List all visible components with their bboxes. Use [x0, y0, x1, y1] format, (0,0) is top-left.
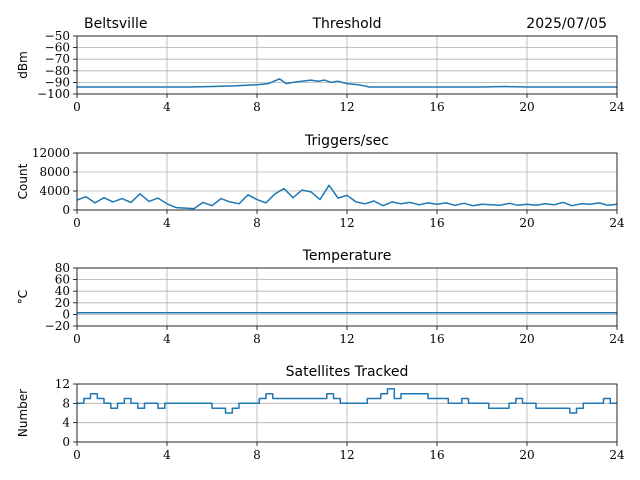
- temperature-x-tick-label: 12: [339, 332, 354, 346]
- satellites-x-tick-label: 16: [429, 448, 444, 462]
- temperature-y-tick-label: 0: [62, 307, 70, 321]
- temperature-y-tick-label: 60: [55, 273, 70, 287]
- threshold-x-tick-label: 4: [163, 100, 171, 114]
- triggers-x-tick-label: 0: [73, 216, 81, 230]
- triggers-y-tick-label: 0: [62, 203, 70, 217]
- temperature-x-tick-label: 0: [73, 332, 81, 346]
- threshold-y-tick-label: −70: [45, 52, 70, 66]
- threshold-y-tick-label: −100: [37, 87, 70, 101]
- satellites-x-tick-label: 24: [609, 448, 625, 462]
- threshold-y-axis-label: dBm: [16, 51, 30, 79]
- threshold-panel: 0 4 8 12 16 20 24 −100−90−80−70−60−50 Threshold d…: [16, 16, 625, 114]
- temperature-x-tick-label: 24: [609, 332, 625, 346]
- satellites-y-tick-label: 8: [62, 396, 70, 410]
- date-label: 2025/07/05: [526, 16, 607, 32]
- satellites-x-tick-label: 4: [163, 448, 171, 462]
- triggers-y-tick-label: 8000: [39, 165, 70, 179]
- triggers-x-tick-label: 12: [339, 216, 354, 230]
- triggers-y-tick-label: 12000: [32, 146, 70, 160]
- satellites-x-tick-label: 12: [339, 448, 354, 462]
- satellites-y-tick-label: 0: [62, 435, 70, 449]
- threshold-y-tick-label: −60: [45, 41, 70, 55]
- satellites-y-tick-label: 4: [62, 416, 70, 430]
- temperature-y-tick-label: 20: [55, 296, 70, 310]
- temperature-x-tick-label: 16: [429, 332, 444, 346]
- threshold-x-tick-label: 16: [429, 100, 444, 114]
- satellites-y-axis-label: Number: [16, 389, 30, 437]
- threshold-x-tick-label: 0: [73, 100, 81, 114]
- triggers-x-tick-label: 20: [519, 216, 534, 230]
- threshold-y-tick-label: −50: [45, 29, 70, 43]
- triggers-series-line: [76, 184, 618, 210]
- satellites-title: Satellites Tracked: [286, 364, 409, 380]
- temperature-title: Temperature: [302, 248, 392, 264]
- threshold-title: Threshold: [312, 16, 382, 32]
- satellites-series-line: [77, 388, 617, 414]
- temperature-y-tick-label: 80: [55, 261, 70, 275]
- threshold-y-tick-label: −90: [45, 75, 70, 89]
- satellites-x-tick-label: 0: [73, 448, 81, 462]
- threshold-x-tick-label: 8: [253, 100, 261, 114]
- temperature-y-tick-label: 40: [55, 284, 70, 298]
- station-label: Beltsville: [84, 16, 147, 32]
- triggers-y-tick-label: 4000: [39, 184, 70, 198]
- threshold-x-tick-label: 20: [519, 100, 534, 114]
- threshold-y-tick-label: −80: [45, 64, 70, 78]
- temperature-x-tick-label: 4: [163, 332, 171, 346]
- threshold-x-tick-label: 24: [609, 100, 625, 114]
- temperature-x-tick-label: 20: [519, 332, 534, 346]
- triggers-x-tick-label: 8: [253, 216, 261, 230]
- triggers-panel: 0 4 8 12 16 20 24 0 4000 8000 12000 Triggers/sec Cou…: [16, 133, 625, 230]
- satellites-x-tick-label: 8: [253, 448, 261, 462]
- chart-panels: 0 4 8 12 16 20 24 −100−90−80−70−60−50 Threshold d…: [16, 16, 625, 462]
- satellites-panel: 0 4 8 12 16 20 24 0 4 8 12 Satellites Tracked Number: [16, 364, 625, 462]
- triggers-x-tick-label: 16: [429, 216, 444, 230]
- triggers-x-tick-label: 4: [163, 216, 171, 230]
- temperature-y-axis-label: °C: [16, 290, 30, 304]
- threshold-series-line: [77, 78, 617, 88]
- threshold-x-tick-label: 12: [339, 100, 354, 114]
- satellites-y-tick-label: 12: [55, 377, 70, 391]
- temperature-y-tick-label: −20: [45, 319, 70, 333]
- triggers-title: Triggers/sec: [304, 133, 389, 149]
- triggers-x-tick-label: 24: [609, 216, 625, 230]
- temperature-x-tick-label: 8: [253, 332, 261, 346]
- satellites-x-tick-label: 20: [519, 448, 534, 462]
- triggers-y-axis-label: Count: [16, 163, 30, 199]
